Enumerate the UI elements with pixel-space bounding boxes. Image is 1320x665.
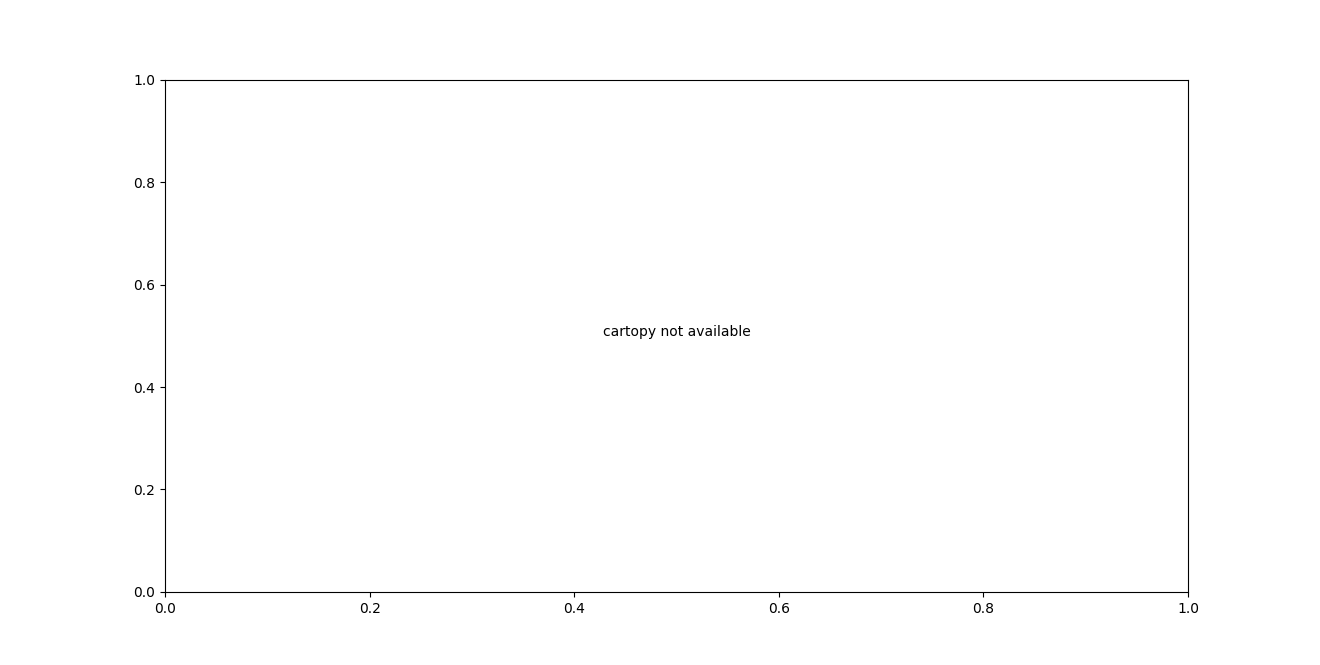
Text: cartopy not available: cartopy not available — [603, 325, 750, 339]
